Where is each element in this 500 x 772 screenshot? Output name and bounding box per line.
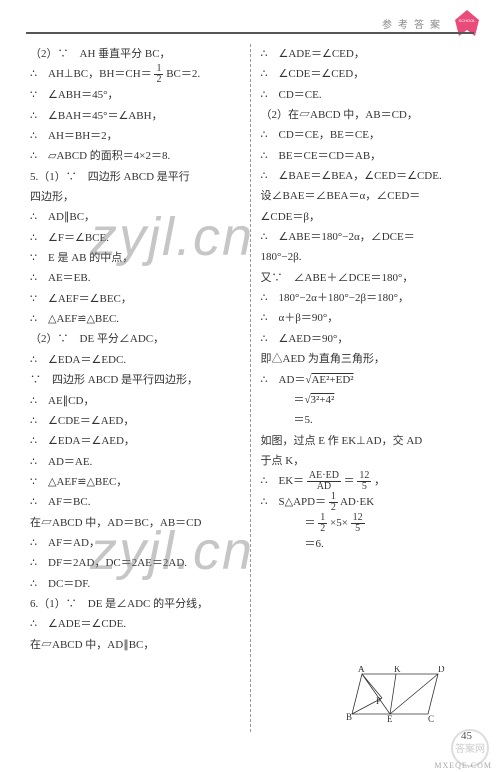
svg-text:K: K — [394, 666, 401, 674]
text-line: ＝√3²+4² — [261, 390, 471, 410]
left-column: （2）∵ AH 垂直平分 BC，∴ AH⊥BC，BH＝CH＝ 12 BC＝2.∵… — [26, 44, 251, 732]
text-line: ∴ AD＝AE. — [30, 452, 240, 472]
text-line: 于点 K， — [261, 451, 471, 471]
text-line: ∴ ▱ABCD 的面积＝4×2＝8. — [30, 146, 240, 166]
right-column: ∴ ∠ADE＝∠CED，∴ ∠CDE＝∠CED，∴ CD＝CE.（2）在▱ABC… — [251, 44, 475, 732]
content-body: （2）∵ AH 垂直平分 BC，∴ AH⊥BC，BH＝CH＝ 12 BC＝2.∵… — [26, 44, 474, 732]
text-line: ＝ 12 ×5× 125 — [261, 513, 471, 534]
text-line: ∴ AH＝BH＝2， — [30, 126, 240, 146]
text-line: ∴ AF＝AD， — [30, 533, 240, 553]
header-title: 参考答案 — [382, 16, 446, 31]
header-rule — [26, 32, 474, 34]
text-line: （2）∵ DE 平分∠ADC， — [30, 329, 240, 349]
text-line: （2）在▱ABCD 中，AB＝CD， — [261, 105, 471, 125]
text-line: ∴ AF＝BC. — [30, 492, 240, 512]
text-line: ∴ ∠BAH＝45°＝∠ABH， — [30, 106, 240, 126]
text-line: ∵ △AEF≌△BEC， — [30, 472, 240, 492]
text-line: ∴ ∠EDA＝∠AED， — [30, 431, 240, 451]
text-line: 即△AED 为直角三角形， — [261, 349, 471, 369]
text-line: （2）∵ AH 垂直平分 BC， — [30, 44, 240, 64]
text-line: ∴ AE∥CD， — [30, 391, 240, 411]
text-line: 设∠BAE＝∠BEA＝α，∠CED＝ — [261, 186, 471, 206]
text-line: ∵ ∠AEF＝∠BEC， — [30, 289, 240, 309]
text-line: 在▱ABCD 中，AD∥BC， — [30, 635, 240, 655]
text-line: ∵ ∠ABH＝45°， — [30, 85, 240, 105]
svg-text:D: D — [438, 666, 445, 674]
text-line: ∴ ∠BAE＝∠BEA，∠CED＝∠CDE. — [261, 166, 471, 186]
text-line: ∴ ∠CDE＝∠AED， — [30, 411, 240, 431]
text-line: 四边形， — [30, 187, 240, 207]
svg-text:答案网: 答案网 — [455, 742, 485, 755]
text-line: ∴ AD＝√AE²+ED² — [261, 370, 471, 390]
text-line: ∴ ∠EDA＝∠EDC. — [30, 350, 240, 370]
text-line: ∴ △AEF≌△BEC. — [30, 309, 240, 329]
text-line: ＝6. — [261, 534, 471, 554]
text-line: ∠CDE＝β， — [261, 207, 471, 227]
text-line: ∴ DF＝2AD，DC＝2AE＝2AD. — [30, 553, 240, 573]
svg-text:A: A — [358, 666, 365, 674]
text-line: ∴ ∠CDE＝∠CED， — [261, 64, 471, 84]
svg-text:B: B — [346, 712, 352, 722]
text-line: ∴ ∠AED＝90°， — [261, 329, 471, 349]
text-line: ∴ AE＝EB. — [30, 268, 240, 288]
text-line: 6.（1）∵ DE 是∠ADC 的平分线， — [30, 594, 240, 614]
text-line: ∴ AH⊥BC，BH＝CH＝ 12 BC＝2. — [30, 64, 240, 85]
text-line: ∴ CD＝CE. — [261, 85, 471, 105]
text-line: 在▱ABCD 中，AD＝BC，AB＝CD — [30, 513, 240, 533]
text-line: 又∵ ∠ABE＋∠DCE＝180°， — [261, 268, 471, 288]
text-line: 180°−2β. — [261, 247, 471, 267]
corner-link: MXEQE.COM — [434, 761, 492, 770]
text-line: ∴ 180°−2α＋180°−2β＝180°， — [261, 288, 471, 308]
svg-text:C: C — [428, 714, 434, 724]
text-line: ∴ ∠ADE＝∠CDE. — [30, 614, 240, 634]
text-line: ∴ EK＝ AE·EDAD ＝ 125 ， — [261, 471, 471, 492]
svg-text:P: P — [376, 696, 381, 706]
geometry-figure: A K D B E C P — [340, 666, 450, 726]
text-line: ∵ E 是 AB 的中点， — [30, 248, 240, 268]
text-line: ∵ 四边形 ABCD 是平行四边形， — [30, 370, 240, 390]
text-line: 5.（1）∵ 四边形 ABCD 是平行 — [30, 167, 240, 187]
text-line: ∴ ∠ABE＝180°−2α，∠DCE＝ — [261, 227, 471, 247]
svg-text:SCHOOL: SCHOOL — [459, 18, 477, 23]
text-line: ∴ ∠ADE＝∠CED， — [261, 44, 471, 64]
text-line: 如图，过点 E 作 EK⊥AD，交 AD — [261, 431, 471, 451]
text-line: ∴ DC＝DF. — [30, 574, 240, 594]
svg-text:E: E — [387, 714, 393, 724]
text-line: ∴ ∠F＝∠BCE. — [30, 228, 240, 248]
text-line: ∴ S△APD＝ 12 AD·EK — [261, 492, 471, 513]
text-line: ∴ CD＝CE，BE＝CE， — [261, 125, 471, 145]
text-line: ∴ α＋β＝90°， — [261, 308, 471, 328]
text-line: ∴ BE＝CE＝CD＝AB， — [261, 146, 471, 166]
text-line: ＝5. — [261, 410, 471, 430]
text-line: ∴ AD∥BC， — [30, 207, 240, 227]
